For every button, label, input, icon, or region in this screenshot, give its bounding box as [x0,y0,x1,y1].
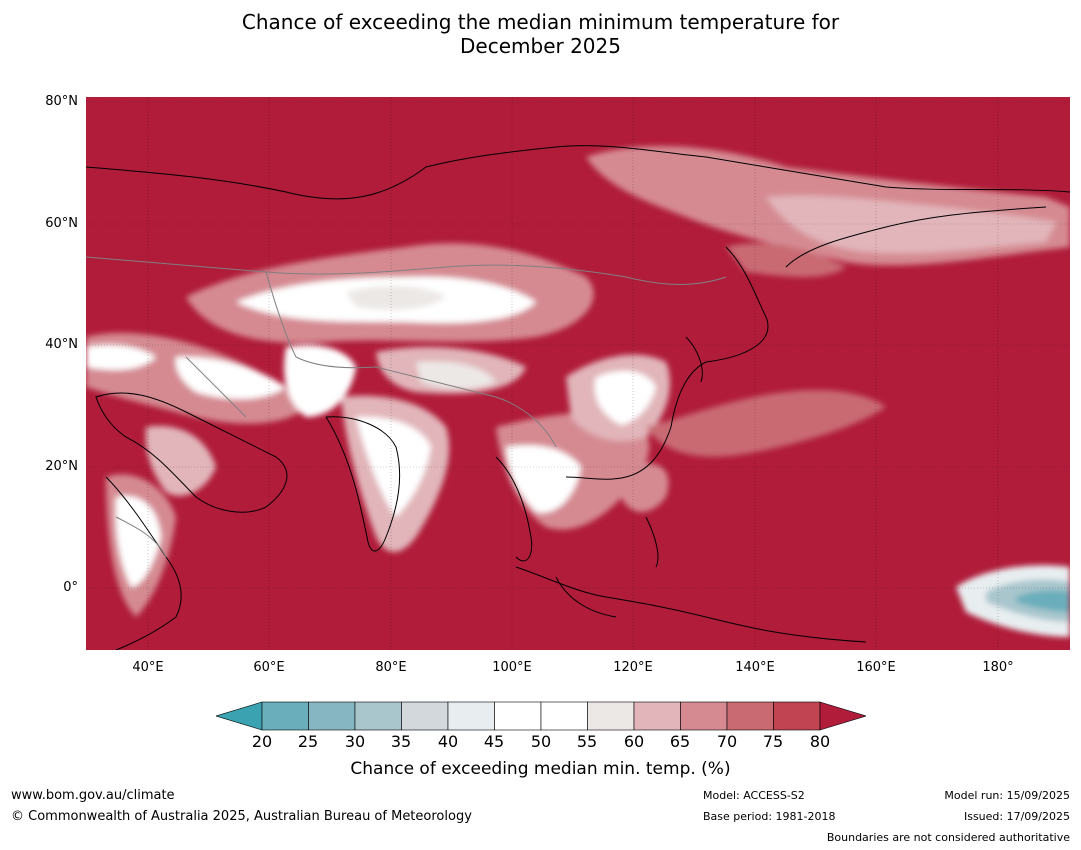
colorbar-tick-50: 50 [530,732,552,751]
lat-label-0: 0° [63,580,78,595]
lon-label-120e: 120°E [613,660,653,675]
title-line-2: December 2025 [460,34,621,58]
colorbar-tick-75: 75 [762,732,784,751]
colorbar-bin-75-80 [773,701,821,731]
colorbar-bin-55-60 [587,701,635,731]
colorbar-bin-65-70 [680,701,728,731]
colorbar-low-extension [216,701,263,731]
colorbar-tick-20: 20 [251,732,273,751]
colorbar-tick-45: 45 [483,732,505,751]
colorbar-bin-30-35 [354,701,402,731]
title-line-1: Chance of exceeding the median minimum t… [241,10,840,34]
lon-label-40e: 40°E [132,660,164,675]
lon-label-180: 180° [982,660,1014,675]
colorbar-tick-70: 70 [716,732,738,751]
colorbar-high-extension [819,701,866,731]
colorbar [216,701,866,731]
lon-label-140e: 140°E [735,660,775,675]
footer-website: www.bom.gov.au/climate [11,788,175,803]
colorbar-tick-80: 80 [809,732,831,751]
colorbar-bin-45-50 [494,701,542,731]
graticule [86,97,1070,650]
colorbar-bin-70-75 [726,701,774,731]
colorbar-tick-40: 40 [437,732,459,751]
lon-label-100e: 100°E [492,660,532,675]
colorbar-bin-35-40 [401,701,449,731]
lat-label-80n: 80°N [45,94,78,109]
footer-base-period: Base period: 1981-2018 [703,810,836,823]
map-title: Chance of exceeding the median minimum t… [0,10,1081,58]
colorbar-tick-60: 60 [623,732,645,751]
lon-label-160e: 160°E [856,660,896,675]
colorbar-bin-25-30 [308,701,356,731]
coastlines [85,145,1071,651]
footer-issued: Issued: 17/09/2025 [963,810,1070,823]
lon-label-60e: 60°E [253,660,285,675]
lat-label-60n: 60°N [45,216,78,231]
colorbar-tick-25: 25 [297,732,319,751]
map-svg [85,97,1071,651]
footer-model: Model: ACCESS-S2 [703,789,805,802]
colorbar-bin-50-55 [540,701,588,731]
colorbar-tick-30: 30 [344,732,366,751]
probability-zones [86,146,1070,637]
footer-disclaimer: Boundaries are not considered authoritat… [826,831,1070,844]
colorbar-bin-20-25 [261,701,309,731]
colorbar-label: Chance of exceeding median min. temp. (%… [350,759,731,779]
colorbar-tick-65: 65 [669,732,691,751]
lat-label-20n: 20°N [45,459,78,474]
lat-label-40n: 40°N [45,337,78,352]
country-borders [85,256,727,558]
forecast-map [85,97,1071,651]
colorbar-tick-55: 55 [576,732,598,751]
colorbar-bin-60-65 [633,701,681,731]
colorbar-tick-35: 35 [390,732,412,751]
footer-model-run: Model run: 15/09/2025 [944,789,1070,802]
lon-label-80e: 80°E [375,660,407,675]
footer-copyright: © Commonwealth of Australia 2025, Austra… [11,809,472,824]
colorbar-bin-40-45 [447,701,495,731]
